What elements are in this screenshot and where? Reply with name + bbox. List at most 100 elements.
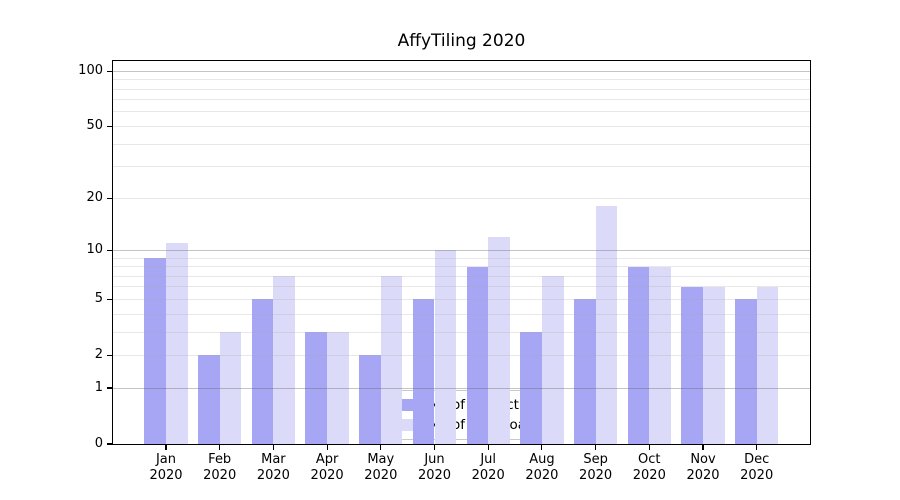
x-tick-label-month: Mar <box>261 452 286 467</box>
gridline-minor <box>113 354 810 356</box>
x-tick-label-year: 2020 <box>417 468 452 483</box>
x-tick-label-year: 2020 <box>310 468 344 483</box>
y-tick <box>107 387 112 389</box>
bar-jul-distinct-ips <box>466 266 489 444</box>
x-tick-label-year: 2020 <box>632 468 666 483</box>
bar-apr-distinct-ips <box>305 332 328 444</box>
x-tick <box>165 445 167 450</box>
x-tick <box>595 445 597 450</box>
bar-dec-downloads <box>756 286 779 444</box>
x-tick-label-year: 2020 <box>471 468 505 483</box>
gridline-minor <box>113 125 810 127</box>
x-tick-label: Aug 2020 <box>514 452 570 484</box>
bar-sep-downloads <box>595 206 618 444</box>
bar-aug-distinct-ips <box>520 332 542 444</box>
x-tick-label: Feb 2020 <box>192 452 248 484</box>
bar-apr-downloads <box>327 332 349 444</box>
y-tick-label: 5 <box>94 291 103 307</box>
bar-may-distinct-ips <box>359 355 381 444</box>
gridline-minor <box>113 257 810 259</box>
gridline-minor <box>113 197 810 199</box>
x-tick-label: Sep 2020 <box>568 452 624 484</box>
bar-nov-downloads <box>703 286 725 444</box>
gridline-minor <box>113 79 810 81</box>
x-tick <box>702 445 704 450</box>
y-tick <box>107 70 112 72</box>
gridline-minor <box>113 331 810 333</box>
gridline-minor <box>113 166 810 168</box>
x-tick <box>272 445 274 450</box>
gridline-minor <box>113 286 810 288</box>
x-tick-label-year: 2020 <box>256 468 290 483</box>
bar-jan-distinct-ips <box>144 258 166 444</box>
y-tick-label: 100 <box>78 63 103 79</box>
x-tick-label-year: 2020 <box>579 468 613 483</box>
x-tick-label-month: Feb <box>208 452 232 467</box>
x-tick-label-month: Apr <box>315 452 339 467</box>
x-tick-label-year: 2020 <box>364 468 398 483</box>
gridline-minor <box>113 99 810 101</box>
bar-nov-distinct-ips <box>681 286 703 444</box>
x-tick <box>433 445 436 450</box>
y-tick-label: 10 <box>86 242 103 258</box>
bar-oct-downloads <box>649 266 671 444</box>
gridline-minor <box>113 298 810 300</box>
y-tick <box>107 197 112 199</box>
bar-mar-downloads <box>273 276 296 444</box>
x-tick-label-month: Sep <box>583 452 608 467</box>
x-tick <box>380 445 382 450</box>
x-tick-label-month: Oct <box>638 452 661 467</box>
bar-jun-downloads <box>434 250 457 444</box>
x-tick <box>648 445 650 450</box>
gridline-minor <box>113 275 810 277</box>
x-tick <box>756 445 758 450</box>
x-tick-label-year: 2020 <box>149 468 183 483</box>
x-tick-label: May 2020 <box>353 452 409 484</box>
x-tick <box>219 445 221 450</box>
y-tick-label: 2 <box>94 347 103 363</box>
y-tick <box>107 443 112 445</box>
bar-aug-downloads <box>541 276 564 444</box>
x-tick-label-month: Nov <box>690 452 716 467</box>
x-tick-label-year: 2020 <box>740 468 774 483</box>
x-tick-label-month: May <box>367 452 395 467</box>
x-tick-label: Jul 2020 <box>460 452 516 484</box>
x-tick-label: Mar 2020 <box>245 452 301 484</box>
bar-oct-distinct-ips <box>627 266 650 444</box>
x-tick-label-year: 2020 <box>686 468 720 483</box>
chart-title: AffyTiling 2020 <box>397 31 526 51</box>
bar-jul-downloads <box>488 236 510 444</box>
x-tick-label-month: Aug <box>529 452 555 467</box>
x-tick <box>541 445 543 450</box>
x-tick-label: Dec 2020 <box>729 452 785 484</box>
x-tick-label-month: Jul <box>480 452 497 467</box>
x-tick-label: Jan 2020 <box>138 452 194 484</box>
x-tick <box>487 445 489 450</box>
bar-dec-distinct-ips <box>735 299 757 444</box>
gridline-minor <box>113 111 810 113</box>
y-tick <box>107 298 112 300</box>
bar-sep-distinct-ips <box>573 299 596 444</box>
y-tick-label: 50 <box>86 118 103 134</box>
y-tick <box>107 125 112 127</box>
x-tick-label: Apr 2020 <box>299 452 355 484</box>
x-tick-label: Nov 2020 <box>675 452 731 484</box>
bar-feb-distinct-ips <box>198 355 220 444</box>
bar-mar-distinct-ips <box>251 299 274 444</box>
bar-feb-downloads <box>219 332 242 444</box>
x-tick-label: Jun 2020 <box>407 452 463 484</box>
y-tick-label: 0 <box>94 436 103 451</box>
gridline-minor <box>113 313 810 315</box>
x-tick-label-year: 2020 <box>203 468 237 483</box>
gridline-major <box>113 70 810 72</box>
x-tick-label: Oct 2020 <box>621 452 677 484</box>
bar-may-downloads <box>380 276 403 444</box>
y-tick <box>107 249 112 251</box>
y-tick <box>107 354 112 356</box>
x-tick <box>326 445 328 450</box>
gridline-minor <box>113 266 810 267</box>
bar-jun-distinct-ips <box>412 299 435 444</box>
gridline-major <box>113 387 810 389</box>
gridline-major <box>113 249 810 251</box>
x-tick-label-year: 2020 <box>525 468 559 483</box>
